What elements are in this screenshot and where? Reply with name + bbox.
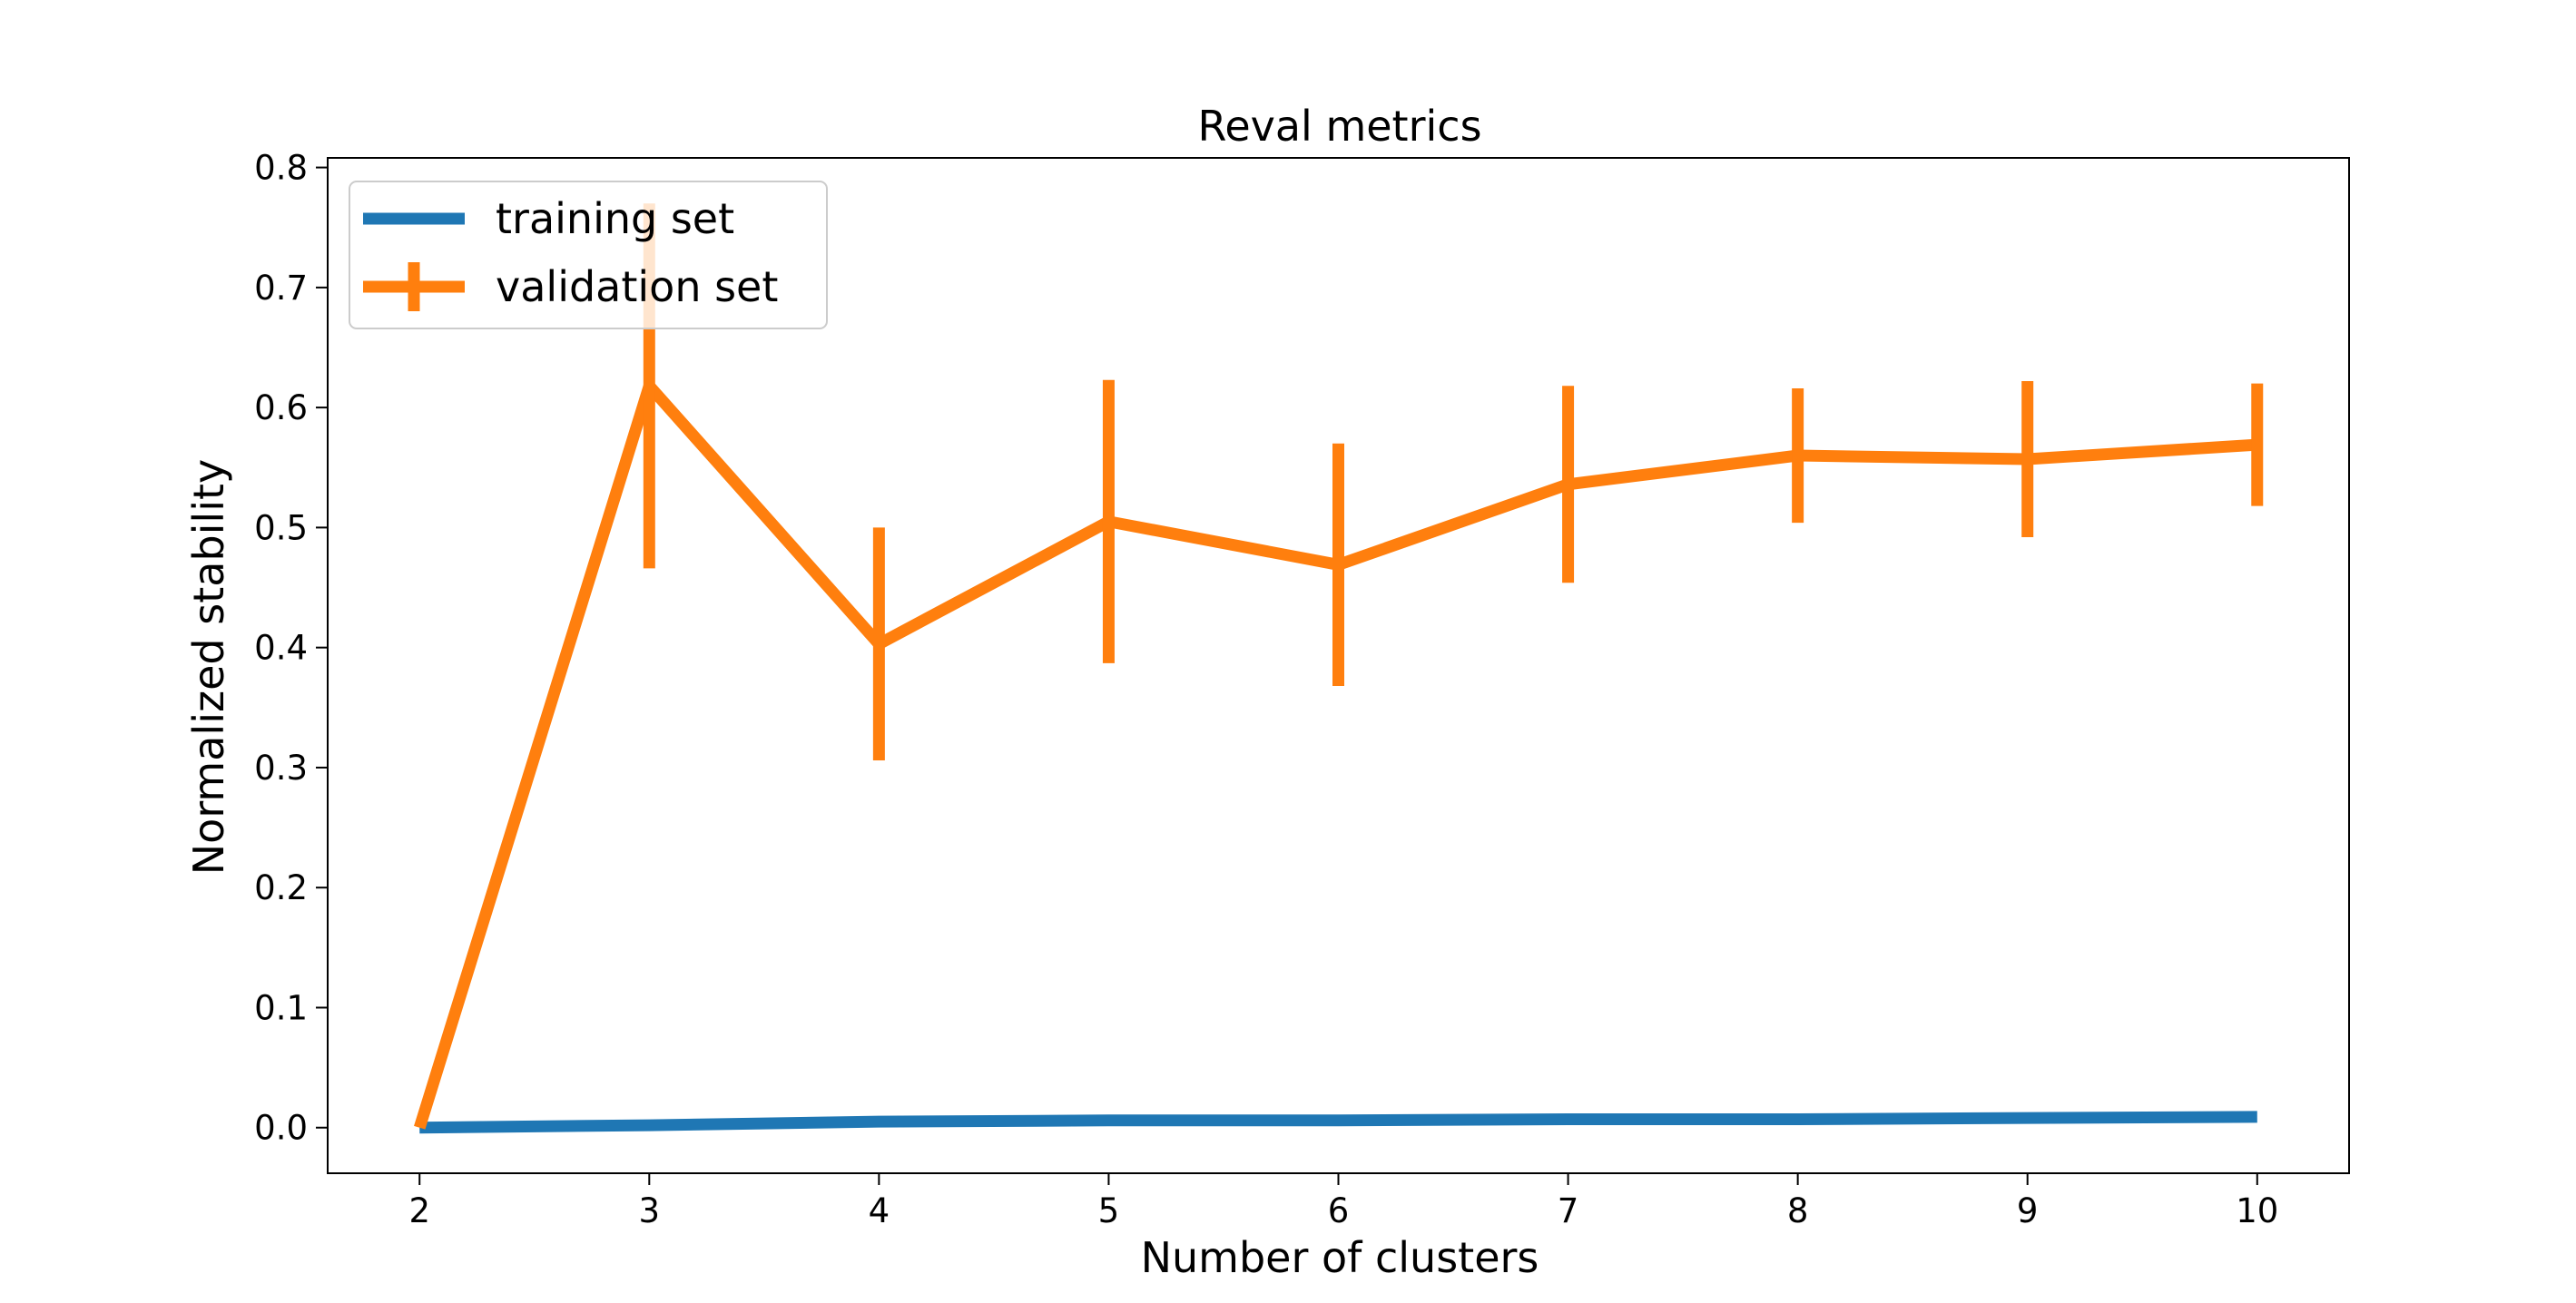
y-tick-label: 0.7	[254, 269, 308, 308]
y-axis: 0.0 0.1 0.2 0.3 0.4 0.5 0.6 0.7 0.8	[254, 149, 328, 1148]
x-tick-label: 5	[1098, 1191, 1120, 1230]
y-tick-label: 0.4	[254, 629, 308, 668]
x-tick-label: 8	[1787, 1191, 1809, 1230]
x-tick-label: 7	[1558, 1191, 1579, 1230]
x-tick-label: 9	[2017, 1191, 2039, 1230]
legend-label-training-set: training set	[496, 194, 734, 243]
x-tick-label: 10	[2236, 1191, 2278, 1230]
y-tick-label: 0.3	[254, 749, 308, 788]
x-tick-label: 4	[869, 1191, 890, 1230]
y-tick-label: 0.0	[254, 1109, 308, 1148]
x-axis-title: Number of clusters	[1141, 1233, 1539, 1282]
y-tick-label: 0.8	[254, 149, 308, 188]
y-tick-label: 0.5	[254, 508, 308, 547]
y-tick-label: 0.6	[254, 388, 308, 427]
x-tick-label: 2	[408, 1191, 430, 1230]
y-tick-label: 0.2	[254, 868, 308, 907]
legend: training set validation set	[349, 181, 828, 329]
y-axis-title: Normalized stability	[184, 459, 233, 875]
x-axis: 2 3 4 5 6 7 8 9 10	[408, 1173, 2278, 1230]
plot-layer	[414, 203, 2264, 1134]
y-tick-label: 0.1	[254, 988, 308, 1027]
series-line-training-set	[419, 1111, 2257, 1134]
chart-title: Reval metrics	[1197, 102, 1481, 151]
x-tick-label: 6	[1328, 1191, 1350, 1230]
legend-box	[349, 181, 828, 329]
x-tick-label: 3	[639, 1191, 661, 1230]
legend-label-validation-set: validation set	[496, 262, 778, 311]
